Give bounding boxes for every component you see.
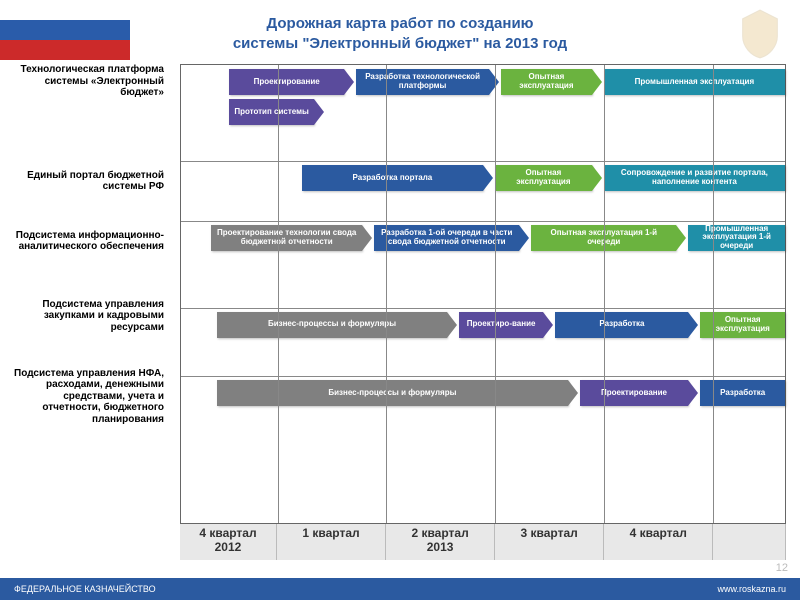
row-label: Единый портал бюджетной системы РФ: [10, 170, 170, 193]
footer-bar: ФЕДЕРАЛЬНОЕ КАЗНАЧЕЙСТВО www.roskazna.ru: [0, 578, 800, 600]
gantt-bar: Бизнес-процессы и формуляры: [217, 380, 567, 406]
grid-hline: [181, 376, 785, 377]
timeline-column: 1 квартал: [277, 524, 386, 560]
grid-vline: [713, 65, 714, 523]
timeline-column: 2 квартал2013: [386, 524, 495, 560]
grid-vline: [278, 65, 279, 523]
gantt-bar: Проектирование: [229, 69, 344, 95]
gantt-bar: Сопровождение и развитие портала, наполн…: [604, 165, 785, 191]
gantt-bar: Разработка технологической платформы: [356, 69, 489, 95]
grid-hline: [181, 308, 785, 309]
gantt-bar: Бизнес-процессы и формуляры: [217, 312, 447, 338]
footer-right: www.roskazna.ru: [717, 584, 786, 594]
gantt-bar: Разработка 1-ой очереди в части свода бю…: [374, 225, 519, 251]
timeline-column: 4 квартал: [604, 524, 713, 560]
grid-hline: [181, 221, 785, 222]
gantt-bar: Опытная эксплуатация: [501, 69, 592, 95]
grid-hline: [181, 161, 785, 162]
grid-vline: [495, 65, 496, 523]
row-labels: Технологическая платформа системы «Элект…: [10, 64, 170, 524]
flag-white: [0, 0, 130, 20]
flag-blue: [0, 20, 130, 40]
row-label: Подсистема управления НФА, расходами, де…: [10, 368, 170, 426]
timeline-column: 3 квартал: [495, 524, 604, 560]
gantt-bar: Промышленная эксплуатация 1-й очереди: [688, 225, 785, 251]
timeline-column: 4 квартал2012: [180, 524, 277, 560]
page-number: 12: [776, 562, 788, 574]
chart-grid: Проектирование Разработка технологической…: [180, 64, 786, 524]
flag-decoration: [0, 0, 130, 60]
flag-red: [0, 40, 130, 60]
timeline-axis: 4 квартал20121 квартал2 квартал20133 ква…: [180, 524, 786, 560]
timeline-column: [713, 524, 786, 560]
emblem-icon: [738, 8, 782, 60]
gantt-chart: Технологическая платформа системы «Элект…: [10, 64, 786, 560]
gantt-bar: Прототип системы: [229, 99, 314, 125]
grid-vline: [604, 65, 605, 523]
gantt-bar: Проектирование технологии свода бюджетно…: [211, 225, 362, 251]
footer-left: ФЕДЕРАЛЬНОЕ КАЗНАЧЕЙСТВО: [14, 584, 156, 594]
gantt-bar: Проектиро-вание: [459, 312, 544, 338]
gantt-bar: Разработка: [555, 312, 688, 338]
grid-vline: [386, 65, 387, 523]
row-label: Подсистема информационно-аналитического …: [10, 230, 170, 253]
gantt-bar: Опытная эксплуатация: [495, 165, 592, 191]
row-label: Подсистема управления закупками и кадров…: [10, 299, 170, 334]
gantt-bar: Разработка портала: [302, 165, 483, 191]
gantt-bar: Проектирование: [580, 380, 689, 406]
row-label: Технологическая платформа системы «Элект…: [10, 64, 170, 99]
gantt-bar: Промышленная эксплуатация: [604, 69, 785, 95]
